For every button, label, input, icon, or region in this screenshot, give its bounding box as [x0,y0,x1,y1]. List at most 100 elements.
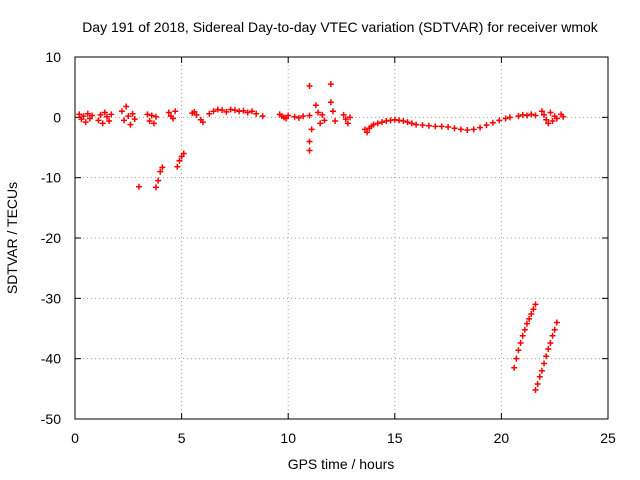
x-tick-label: 20 [494,430,510,446]
data-point [291,113,298,120]
data-point [118,108,125,115]
data-point [538,108,545,115]
x-tick-label: 0 [71,430,79,446]
x-axis-label: GPS time / hours [288,456,395,472]
data-point [199,119,206,126]
data-point [400,117,407,124]
data-point [315,109,322,116]
data-point [528,111,535,118]
data-point [129,110,136,117]
data-point [464,127,471,134]
data-point [123,103,130,110]
data-point [523,112,530,119]
data-point [543,353,550,360]
data-point [86,115,93,122]
y-tick-label: -30 [41,290,61,306]
data-point [82,119,89,126]
data-point [545,346,552,353]
data-point [259,113,266,120]
data-point [80,113,87,120]
data-point [300,113,307,120]
x-tick-label: 25 [600,430,616,446]
data-point [253,110,260,117]
data-point [374,120,381,127]
data-point [244,109,251,116]
data-point [285,112,292,119]
data-point [312,102,319,109]
data-point [159,164,166,171]
data-point [451,125,458,132]
data-point [210,108,217,115]
data-point [165,109,172,116]
data-point [549,332,556,339]
data-point [551,326,558,333]
data-point [528,311,535,318]
data-point [361,126,368,133]
data-point [432,123,439,130]
data-point [146,117,153,124]
data-point [193,111,200,118]
data-point [99,120,106,127]
data-point [101,109,108,116]
data-point [157,168,164,175]
data-point [541,111,548,118]
data-point [549,117,556,124]
x-tick-labels: 0 5 10 15 20 25 [71,430,616,446]
data-point [108,111,115,118]
data-point [170,115,177,122]
y-tick-label: -20 [41,230,61,246]
data-point [519,332,526,339]
data-point [127,121,134,128]
data-point [84,110,91,117]
data-point [103,113,110,120]
data-point [515,113,522,120]
data-point [144,111,151,118]
data-point [223,108,230,115]
y-axis-label: SDTVAR / TECUs [4,182,20,294]
data-point [89,112,96,119]
data-point [219,107,226,114]
data-point [523,320,530,327]
data-point [121,117,128,124]
data-point [95,117,102,124]
data-point [506,114,513,121]
data-point [511,364,518,371]
data-point [321,117,328,124]
data-point [180,150,187,157]
data-point [483,122,490,129]
data-point [319,111,326,118]
data-point [477,124,484,131]
data-point [178,153,185,160]
y-tick-label: -40 [41,351,61,367]
data-point [327,81,334,88]
data-point [515,347,522,354]
data-point [329,108,336,115]
data-point [76,111,83,118]
data-point [541,360,548,367]
data-point [306,112,313,119]
data-point [438,123,445,130]
data-point [148,112,155,119]
data-point [317,120,324,127]
data-point [308,126,315,133]
data-point [344,120,351,127]
data-point [240,107,247,114]
data-point [306,147,313,154]
data-point [419,122,426,129]
plot-frame [74,56,609,420]
data-point [379,119,386,126]
data-point [153,184,160,191]
data-point [513,355,520,362]
data-point [445,123,452,130]
data-point [547,109,554,116]
data-point [191,108,198,115]
data-point [534,381,541,388]
data-point [502,115,509,122]
data-point [526,315,533,322]
y-tick-label: 10 [45,49,61,65]
data-point [295,114,302,121]
data-point [521,326,528,333]
data-point [231,107,238,114]
axis-ticks [74,56,609,420]
data-point [176,157,183,164]
